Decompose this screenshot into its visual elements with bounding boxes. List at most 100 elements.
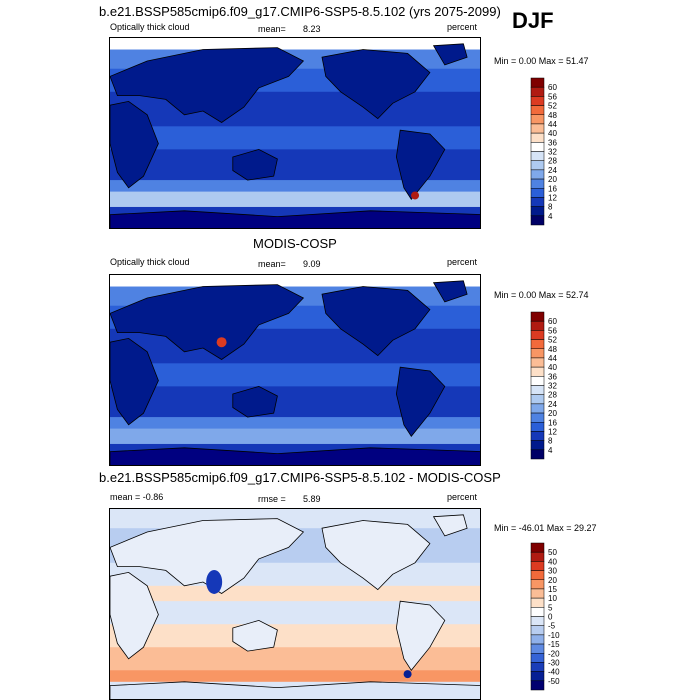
colorbar-2-tick-label: 4: [548, 446, 553, 455]
colorbar-1-swatch: [530, 142, 545, 152]
colorbar-1-swatch: [530, 178, 545, 189]
colorbar-3-swatch: [530, 588, 545, 599]
colorbar-1-swatch: [530, 123, 545, 134]
coastline: [321, 520, 431, 591]
colorbar-2-tick-label: 52: [548, 336, 557, 345]
panel-2-map-field: [110, 275, 480, 465]
colorbar-2-swatch: [530, 311, 545, 322]
colorbar-2-swatch: [530, 431, 545, 441]
colorbar-2-tick-label: 44: [548, 354, 557, 363]
colorbar-3-swatch: [530, 662, 545, 672]
field-band: [110, 275, 480, 288]
panel-1-minmax: Min = 0.00 Max = 51.47: [494, 56, 589, 66]
coastline: [232, 385, 278, 418]
colorbar-3-tick-label: -50: [548, 677, 560, 686]
colorbar-2-swatch: [530, 385, 545, 395]
panel-1-units: percent: [447, 22, 478, 32]
colorbar-3-tick-label: 20: [548, 576, 557, 585]
colorbar-2-tick-label: 24: [548, 400, 557, 409]
field-band: [110, 191, 480, 208]
colorbar-3-tick-label: 0: [548, 613, 553, 622]
colorbar-1-tick-label: 36: [548, 138, 557, 147]
colorbar-2-swatch: [530, 339, 545, 349]
colorbar-1-tick-label: 28: [548, 157, 557, 166]
colorbar-1-tick-label: 16: [548, 184, 557, 193]
colorbar-3-swatch: [530, 616, 545, 626]
coastline: [395, 129, 446, 200]
panel-1-mean-value: 8.23: [303, 24, 321, 34]
colorbar-3-swatch: [530, 597, 545, 608]
field-band: [110, 428, 480, 445]
coastline: [232, 619, 278, 652]
coastline: [110, 47, 305, 123]
colorbar-1-tick-label: 24: [548, 166, 557, 175]
colorbar-1-swatch: [530, 96, 545, 106]
map3-coastlines: [110, 514, 480, 699]
colorbar-3-tick-label: -20: [548, 649, 560, 658]
colorbar-3-tick-label: -10: [548, 631, 560, 640]
coastline: [432, 514, 468, 537]
colorbar-3-tick-label: 10: [548, 594, 557, 603]
colorbar-3-tick-label: 15: [548, 585, 557, 594]
colorbar-2-swatch: [530, 403, 545, 414]
colorbar-1-tick-label: 44: [548, 120, 557, 129]
field-band: [110, 509, 480, 530]
colorbar-3-tick-label: -40: [548, 668, 560, 677]
panel-2-map: [109, 274, 481, 466]
panel-1-map: [109, 37, 481, 229]
coastline: [110, 210, 480, 228]
colorbar-1-tick-label: 4: [548, 212, 553, 221]
hotspot: [411, 191, 420, 200]
colorbar-1-swatch: [530, 86, 545, 97]
coastline: [321, 286, 431, 357]
colorbar-2-tick-label: 56: [548, 326, 557, 335]
colorbar-1-swatch: [530, 197, 545, 207]
colorbar-3-swatch: [530, 671, 545, 682]
colorbar-3-swatch: [530, 561, 545, 571]
colorbar-1-swatch: [530, 215, 545, 226]
colorbar-2-swatch: [530, 366, 545, 377]
panel-3-map-field: [110, 509, 480, 699]
colorbar-1-tick-label: 60: [548, 83, 557, 92]
coastline: [432, 43, 468, 66]
colorbar-1-tick-label: 40: [548, 129, 557, 138]
colorbar-2-tick-label: 40: [548, 363, 557, 372]
colorbar-3-swatch: [530, 680, 545, 691]
panel-2-left-label: Optically thick cloud: [110, 257, 190, 267]
field-band: [110, 180, 480, 193]
panel-3-map: [109, 508, 481, 700]
colorbar-3-swatch: [530, 653, 545, 663]
colorbar-3-swatch: [530, 579, 545, 590]
colorbar-1-tick-label: 8: [548, 203, 553, 212]
hotspot: [403, 670, 412, 679]
panel-3-title: b.e21.BSSP585cmip6.f09_g17.CMIP6-SSP5-8.…: [99, 470, 501, 485]
map2-coastlines: [110, 280, 480, 465]
panel-2-title: MODIS-COSP: [253, 236, 337, 251]
panel-3-units: percent: [447, 492, 478, 502]
colorbar-1-swatch: [530, 77, 545, 88]
panel-3-minmax: Min = -46.01 Max = 29.27: [494, 523, 597, 533]
colorbar-1-swatch: [530, 132, 545, 143]
field-band: [110, 38, 480, 51]
field-band: [110, 585, 480, 603]
colorbar-1-tick-label: 20: [548, 175, 557, 184]
colorbar-1-swatch: [530, 105, 545, 115]
colorbar-2-swatch: [530, 357, 545, 368]
colorbar-2-swatch: [530, 449, 545, 460]
season-label: DJF: [512, 8, 554, 33]
colorbar-3-tick-label: 40: [548, 557, 557, 566]
colorbar-1-swatch: [530, 114, 545, 125]
colorbar-2-tick-label: 28: [548, 391, 557, 400]
coastline: [321, 49, 431, 120]
panel-1-mean-label: mean=: [258, 24, 286, 34]
coastline: [110, 571, 159, 660]
colorbar-2-tick-label: 36: [548, 372, 557, 381]
colorbar-3-tick-label: -5: [548, 622, 556, 631]
hotspot: [206, 569, 223, 594]
colorbar-2-tick-label: 20: [548, 409, 557, 418]
panel-3-rmse-value: 5.89: [303, 494, 321, 504]
colorbar-2-swatch: [530, 440, 545, 451]
colorbar-3-swatch: [530, 551, 545, 562]
